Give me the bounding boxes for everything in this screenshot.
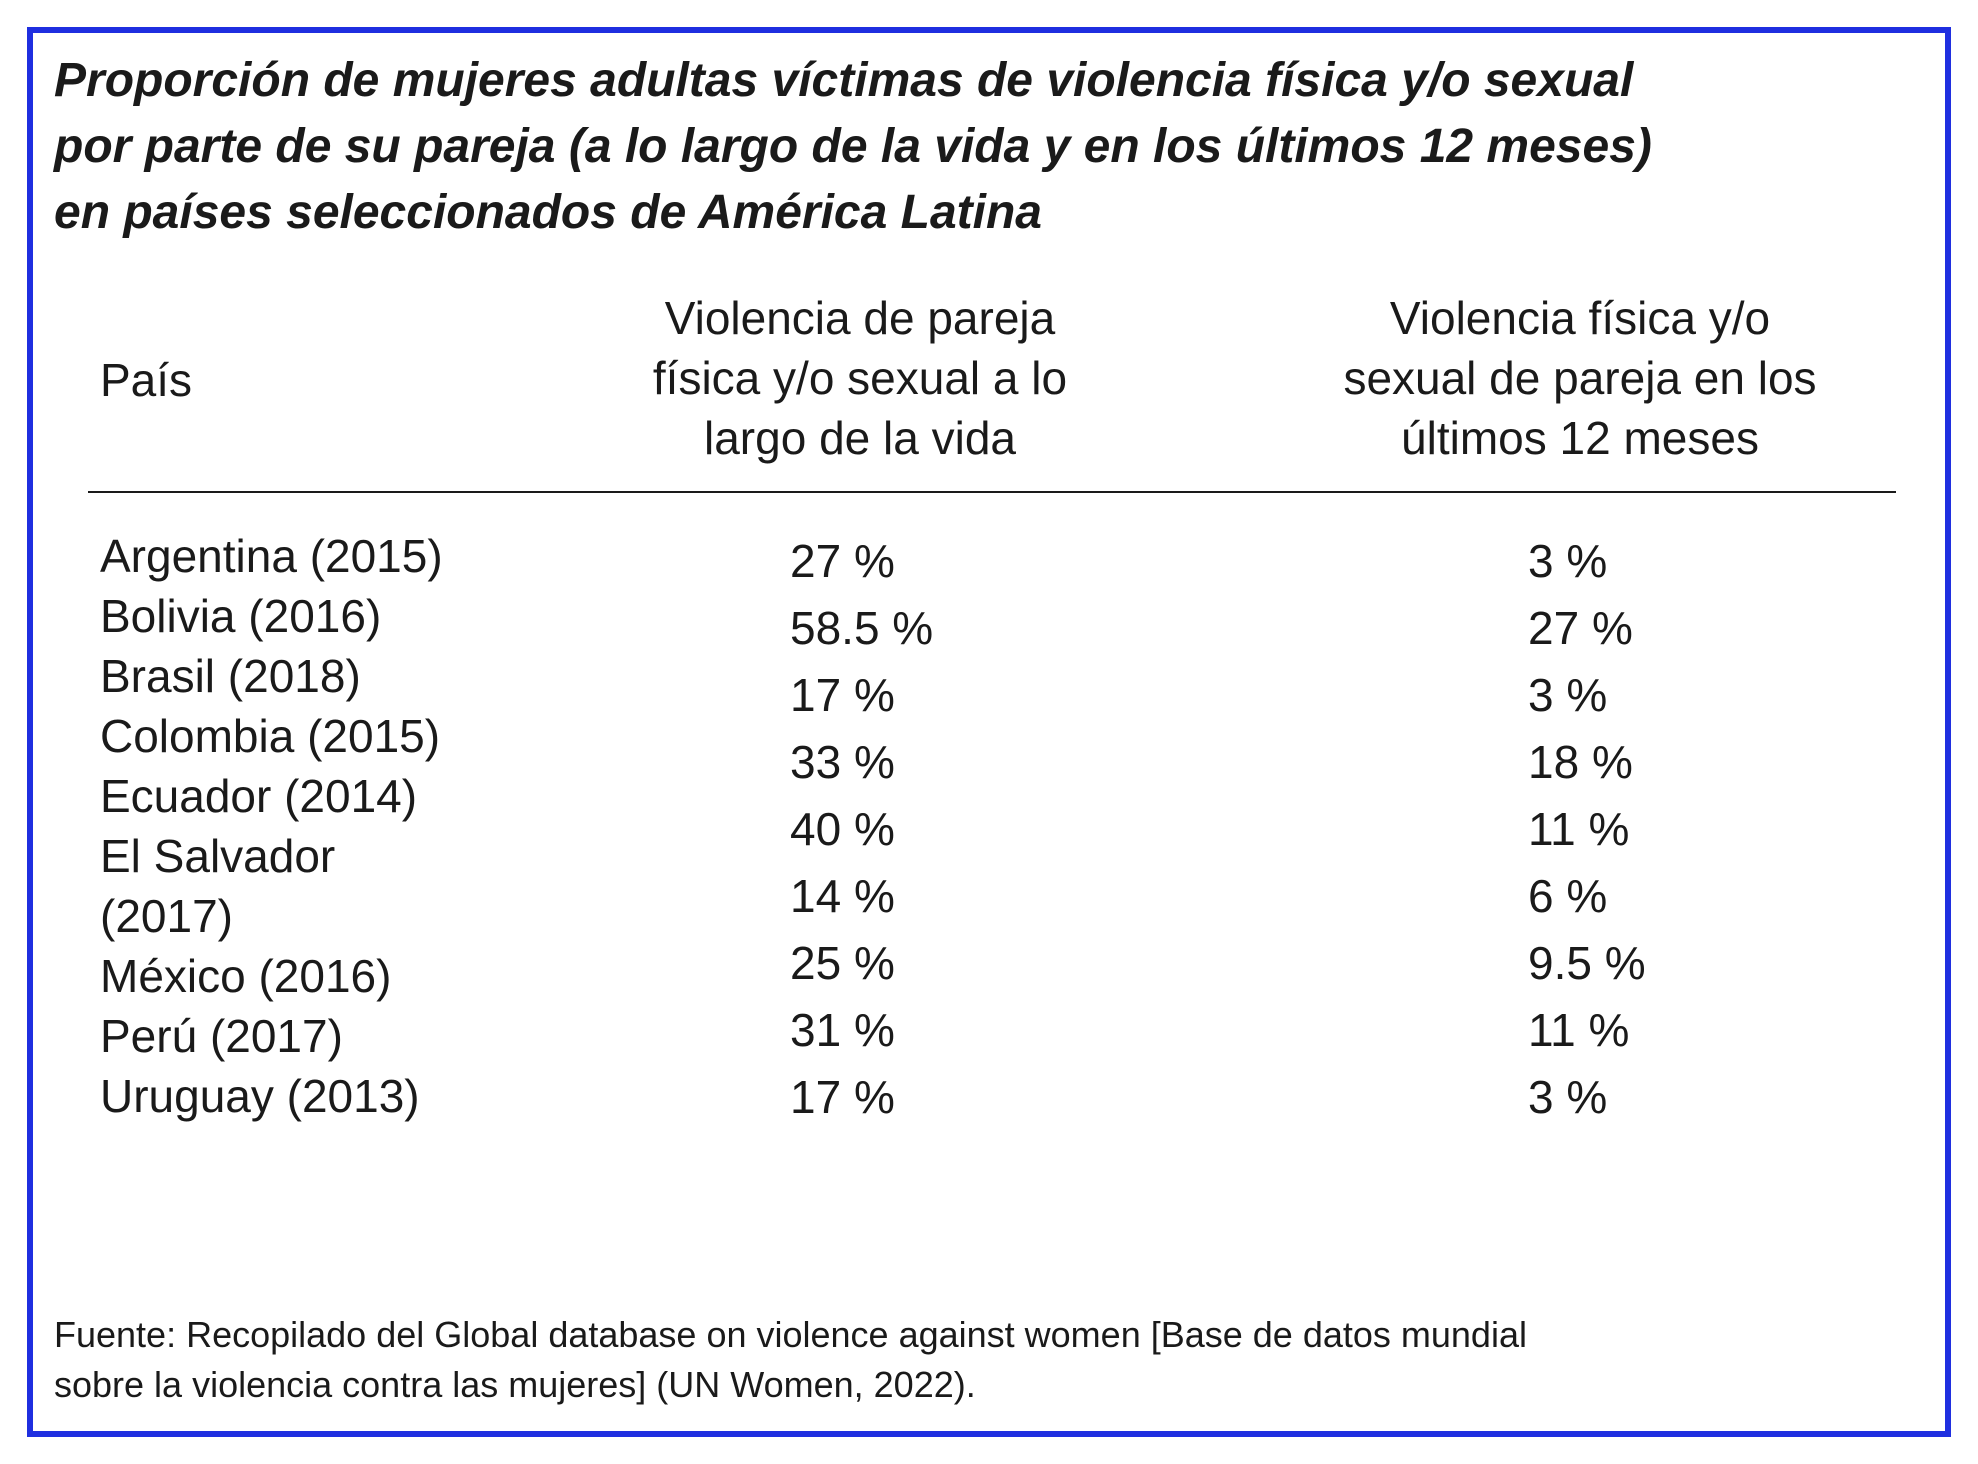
country-cell: Colombia (2015) [100, 710, 441, 762]
lifetime-value-column: 27 % 58.5 % 17 % 33 % 40 % 14 % 25 % 31 … [790, 528, 933, 1131]
header-line: física y/o sexual a lo [652, 352, 1068, 404]
header-line: sexual de pareja en los [1343, 352, 1817, 404]
title-line: en países seleccionados de América Latin… [54, 186, 1042, 239]
country-cell: Argentina (2015) [100, 530, 443, 582]
header-line: últimos 12 meses [1401, 412, 1759, 464]
country-cell: Ecuador (2014) [100, 770, 418, 822]
last-12-months-value-column: 3 % 27 % 3 % 18 % 11 % 6 % 9.5 % 11 % 3 … [1528, 528, 1646, 1131]
title-line: por parte de su pareja (a lo largo de la… [54, 120, 1652, 173]
last-12-months-value-cell: 18 % [1528, 736, 1633, 788]
header-line: Violencia de pareja [664, 292, 1056, 344]
last-12-months-value-cell: 6 % [1528, 870, 1608, 922]
lifetime-value-cell: 33 % [790, 736, 895, 788]
lifetime-value-cell: 17 % [790, 1071, 895, 1123]
header-divider [88, 491, 1896, 493]
last-12-months-value-cell: 3 % [1528, 1071, 1608, 1123]
source-line: Fuente: Recopilado del Global database o… [54, 1314, 1527, 1355]
header-line: Violencia física y/o [1389, 292, 1771, 344]
lifetime-value-cell: 14 % [790, 870, 895, 922]
header-country: País [100, 354, 193, 406]
last-12-months-value-cell: 11 % [1528, 1004, 1630, 1056]
source-note: Fuente: Recopilado del Global database o… [54, 1310, 1914, 1410]
last-12-months-value-cell: 3 % [1528, 535, 1608, 587]
header-line: largo de la vida [704, 412, 1016, 464]
country-cell: Bolivia (2016) [100, 590, 382, 642]
last-12-months-value-cell: 3 % [1528, 669, 1608, 721]
lifetime-value-cell: 58.5 % [790, 602, 934, 654]
country-cell: México (2016) [100, 950, 392, 1002]
country-column: Argentina (2015) Bolivia (2016) Brasil (… [100, 526, 443, 1126]
figure-frame [27, 27, 1951, 1437]
country-cell: Uruguay (2013) [100, 1070, 420, 1122]
figure-title: Proporción de mujeres adultas víctimas d… [54, 48, 1914, 246]
lifetime-value-cell: 27 % [790, 535, 895, 587]
header-lifetime-violence: Violencia de pareja física y/o sexual a … [560, 288, 1160, 468]
lifetime-value-cell: 40 % [790, 803, 895, 855]
last-12-months-value-cell: 11 % [1528, 803, 1630, 855]
country-cell: Perú (2017) [100, 1010, 343, 1062]
last-12-months-value-cell: 9.5 % [1528, 937, 1646, 989]
country-cell: (2017) [100, 890, 233, 942]
title-line: Proporción de mujeres adultas víctimas d… [54, 54, 1634, 107]
lifetime-value-cell: 31 % [790, 1004, 895, 1056]
lifetime-value-cell: 17 % [790, 669, 895, 721]
header-last-12-months-violence: Violencia física y/o sexual de pareja en… [1280, 288, 1880, 468]
lifetime-value-cell: 25 % [790, 937, 895, 989]
country-cell: El Salvador [100, 830, 336, 882]
source-line: sobre la violencia contra las mujeres] (… [54, 1364, 976, 1405]
country-cell: Brasil (2018) [100, 650, 361, 702]
last-12-months-value-cell: 27 % [1528, 602, 1633, 654]
